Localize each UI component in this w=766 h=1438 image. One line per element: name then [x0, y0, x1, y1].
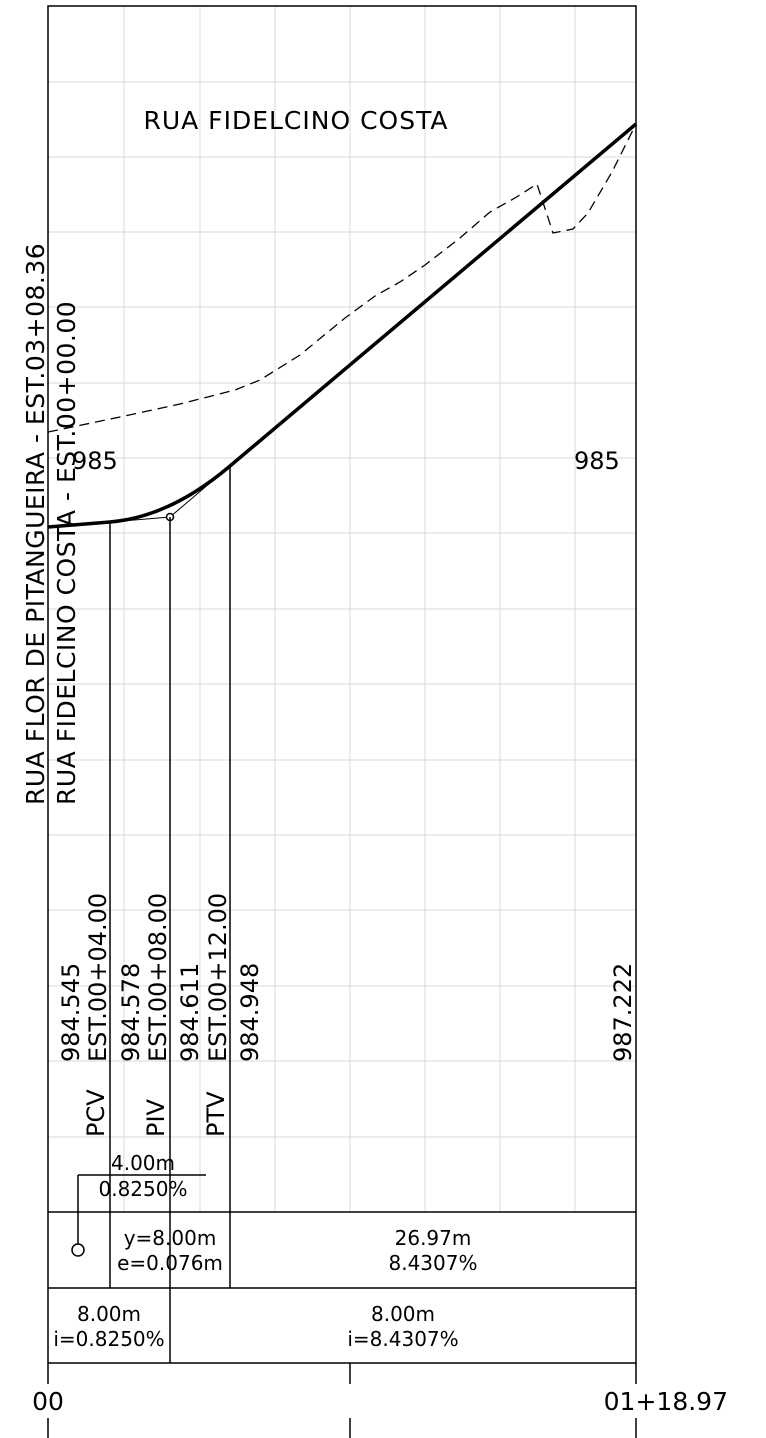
curve-e: e=0.076m	[117, 1251, 223, 1275]
left-label-inner: RUA FIDELCINO COSTA - EST.00+00.00	[52, 301, 81, 805]
upper-annotation-length: 4.00m	[111, 1151, 175, 1175]
terrain-line	[47, 123, 637, 433]
curve-y: y=8.00m	[124, 1226, 217, 1250]
left-label-outer: RUA FLOR DE PITANGUEIRA - EST.03+08.36	[21, 243, 50, 805]
elevation-ref-right: 985	[574, 447, 620, 475]
point-name-pcv: PCV	[82, 1089, 110, 1137]
point-name-ptv: PTV	[202, 1091, 230, 1137]
drawing-frame	[47, 5, 637, 1364]
elevation-ref-left: 985	[72, 447, 118, 475]
elev-label-4: 984.948	[236, 963, 264, 1062]
elev-label-5: 987.222	[609, 963, 637, 1062]
station-label-3: EST.00+12.00	[204, 893, 232, 1062]
station-label-1: EST.00+04.00	[84, 893, 112, 1062]
upper-annotation-slope: 0.8250%	[99, 1177, 188, 1201]
slope-2-length: 8.00m	[371, 1302, 435, 1326]
street-title: RUA FIDELCINO COSTA	[143, 106, 448, 135]
station-label-2: EST.00+08.00	[144, 893, 172, 1062]
elev-label-2: 984.578	[117, 963, 145, 1062]
slope-2-value: i=8.4307%	[347, 1327, 458, 1351]
point-name-piv: PIV	[142, 1098, 170, 1137]
curve-slope: 8.4307%	[389, 1251, 478, 1275]
slope-1-length: 8.00m	[77, 1302, 141, 1326]
slope-1-value: i=0.8250%	[53, 1327, 164, 1351]
annotation-anchor	[71, 1243, 85, 1257]
design-grade-line	[47, 122, 638, 529]
axis-start-label: 00	[32, 1387, 64, 1416]
curve-length: 26.97m	[395, 1226, 472, 1250]
axis-end-label: 01+18.97	[604, 1387, 728, 1416]
elev-label-3: 984.611	[176, 963, 204, 1062]
elev-label-1: 984.545	[57, 963, 85, 1062]
